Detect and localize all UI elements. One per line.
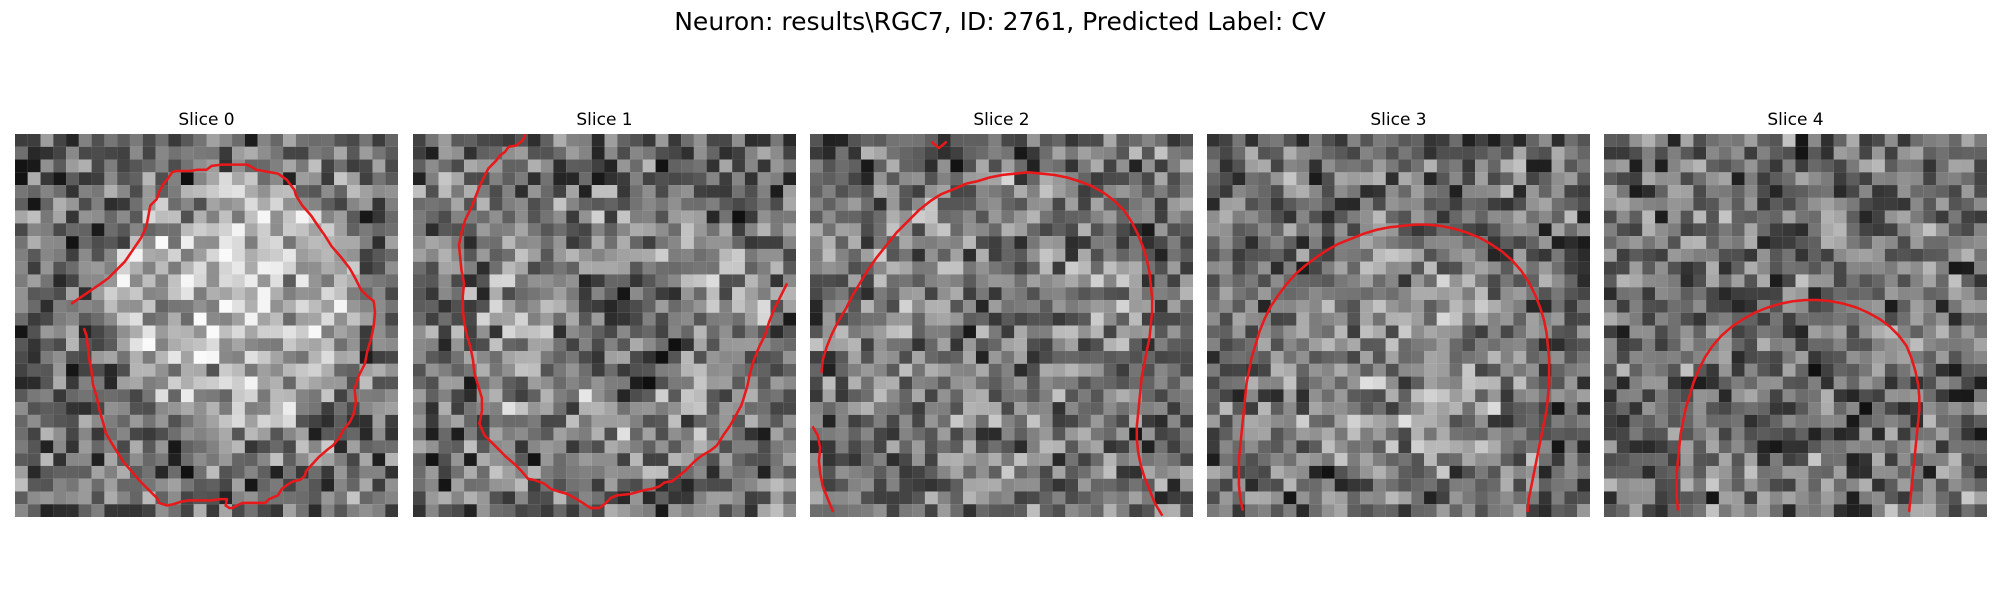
segmentation-contour (811, 425, 835, 513)
slice-image (413, 134, 796, 517)
slice-image (810, 134, 1193, 517)
slice-title: Slice 3 (1370, 110, 1427, 130)
slice-title: Slice 4 (1767, 110, 1824, 130)
segmentation-contour (820, 171, 1164, 517)
slice-image (15, 134, 398, 517)
segmentation-contour (70, 163, 377, 510)
slice-title: Slice 0 (178, 110, 235, 130)
slice-title: Slice 2 (973, 110, 1030, 130)
segmentation-contour (457, 134, 789, 510)
slice-image (1207, 134, 1590, 517)
slice-image (1604, 134, 1987, 517)
segmentation-contour (1237, 223, 1551, 513)
segmentation-contour (930, 140, 948, 150)
figure-title: Neuron: results\RGC7, ID: 2761, Predicte… (674, 7, 1326, 36)
segmentation-contour (1675, 298, 1921, 513)
slice-title: Slice 1 (576, 110, 633, 130)
